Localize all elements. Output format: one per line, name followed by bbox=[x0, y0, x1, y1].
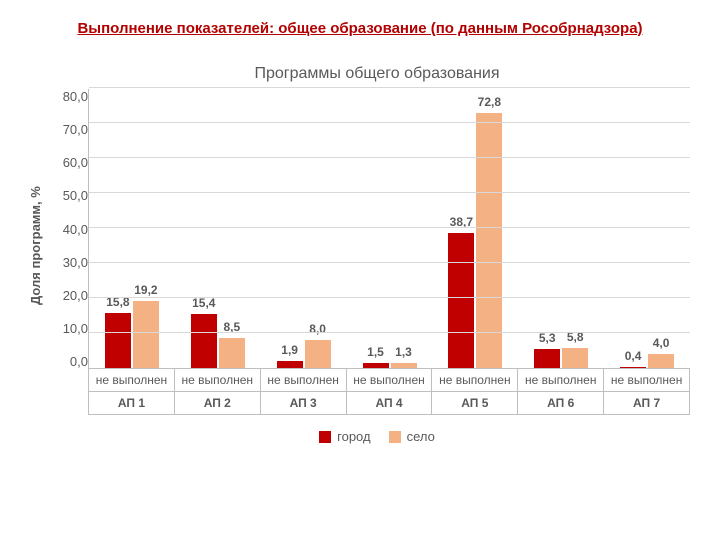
gridline bbox=[89, 122, 690, 123]
bar: 4,0 bbox=[648, 354, 674, 368]
gridline bbox=[89, 192, 690, 193]
y-axis-ticks: 80,0 70,0 60,0 50,0 40,0 30,0 20,0 10,0 0,0 bbox=[52, 89, 88, 369]
legend-label: село bbox=[407, 429, 435, 444]
bar-value-label: 72,8 bbox=[478, 95, 501, 109]
bar: 1,9 bbox=[277, 361, 303, 368]
bar-value-label: 5,3 bbox=[539, 331, 556, 345]
bar-group: 15,48,5 bbox=[175, 89, 261, 368]
x-sublabel: не выполнен bbox=[517, 369, 603, 392]
y-tick: 10,0 bbox=[63, 321, 88, 336]
chart-area: Программы общего образования Доля програ… bbox=[52, 65, 702, 444]
y-tick: 30,0 bbox=[63, 255, 88, 270]
y-tick: 40,0 bbox=[63, 222, 88, 237]
legend-item: город bbox=[319, 429, 370, 444]
bar-value-label: 1,3 bbox=[395, 345, 412, 359]
x-sublabel: не выполнен bbox=[603, 369, 690, 392]
y-tick: 20,0 bbox=[63, 288, 88, 303]
x-axis-categories: АП 1АП 2АП 3АП 4АП 5АП 6АП 7 bbox=[88, 392, 690, 415]
gridline bbox=[89, 157, 690, 158]
y-tick: 70,0 bbox=[63, 122, 88, 137]
legend-item: село bbox=[389, 429, 435, 444]
gridline bbox=[89, 262, 690, 263]
x-sublabel: не выполнен bbox=[88, 369, 174, 392]
x-category: АП 2 bbox=[174, 392, 260, 415]
legend-label: город bbox=[337, 429, 370, 444]
legend-swatch bbox=[389, 431, 401, 443]
x-category: АП 5 bbox=[431, 392, 517, 415]
bar: 15,8 bbox=[105, 313, 131, 368]
bar-groups: 15,819,215,48,51,98,01,51,338,772,85,35,… bbox=[89, 89, 690, 368]
y-tick: 60,0 bbox=[63, 155, 88, 170]
bar: 38,7 bbox=[448, 233, 474, 368]
legend: город село bbox=[52, 429, 702, 444]
bar: 72,8 bbox=[476, 113, 502, 368]
x-sublabel: не выполнен bbox=[174, 369, 260, 392]
bar-group: 1,51,3 bbox=[347, 89, 433, 368]
bar: 15,4 bbox=[191, 314, 217, 368]
bar: 1,3 bbox=[391, 363, 417, 368]
bar-value-label: 1,9 bbox=[281, 343, 298, 357]
bar: 8,0 bbox=[305, 340, 331, 368]
bar-value-label: 15,4 bbox=[192, 296, 215, 310]
y-tick: 80,0 bbox=[63, 89, 88, 104]
x-category: АП 6 bbox=[517, 392, 603, 415]
bar-value-label: 4,0 bbox=[653, 336, 670, 350]
gridline bbox=[89, 227, 690, 228]
bar: 1,5 bbox=[363, 363, 389, 368]
y-tick: 0,0 bbox=[70, 354, 88, 369]
gridline bbox=[89, 87, 690, 88]
bar-value-label: 0,4 bbox=[625, 349, 642, 363]
x-axis-sublabels: не выполненне выполненне выполненне выпо… bbox=[88, 369, 690, 392]
bar: 8,5 bbox=[219, 338, 245, 368]
gridline bbox=[89, 297, 690, 298]
bar: 19,2 bbox=[133, 301, 159, 368]
x-category: АП 4 bbox=[346, 392, 432, 415]
x-sublabel: не выполнен bbox=[431, 369, 517, 392]
x-sublabel: не выполнен bbox=[260, 369, 346, 392]
bar-value-label: 8,0 bbox=[309, 322, 326, 336]
chart-title: Программы общего образования bbox=[52, 65, 702, 83]
x-sublabel: не выполнен bbox=[346, 369, 432, 392]
x-category: АП 7 bbox=[603, 392, 690, 415]
bar: 5,3 bbox=[534, 349, 560, 368]
page-title: Выполнение показателей: общее образовани… bbox=[12, 20, 708, 37]
gridline bbox=[89, 332, 690, 333]
bar-group: 5,35,8 bbox=[518, 89, 604, 368]
x-category: АП 1 bbox=[88, 392, 174, 415]
plot-area: 15,819,215,48,51,98,01,51,338,772,85,35,… bbox=[88, 89, 690, 369]
bar-group: 15,819,2 bbox=[89, 89, 175, 368]
bar-value-label: 19,2 bbox=[134, 283, 157, 297]
y-tick: 50,0 bbox=[63, 188, 88, 203]
bar-group: 38,772,8 bbox=[432, 89, 518, 368]
bar: 5,8 bbox=[562, 348, 588, 368]
y-axis-label: Доля программ, % bbox=[28, 186, 43, 305]
bar-value-label: 1,5 bbox=[367, 345, 384, 359]
bar: 0,4 bbox=[620, 367, 646, 368]
bar-group: 0,44,0 bbox=[604, 89, 690, 368]
bar-group: 1,98,0 bbox=[261, 89, 347, 368]
legend-swatch bbox=[319, 431, 331, 443]
x-category: АП 3 bbox=[260, 392, 346, 415]
